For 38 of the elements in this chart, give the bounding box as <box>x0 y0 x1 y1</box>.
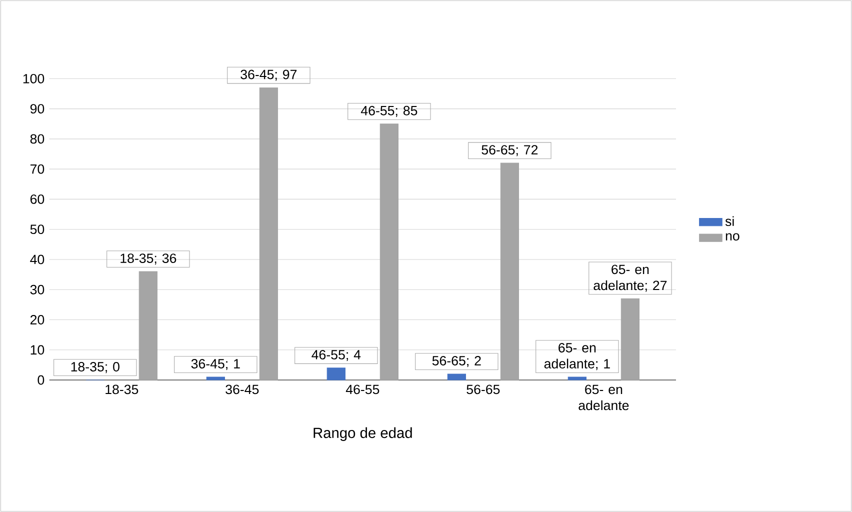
y-tick-label: 10 <box>30 345 44 355</box>
x-axis-title: Rango de edad <box>314 427 412 441</box>
legend-label: no <box>726 233 740 241</box>
x-tick-label: 65- en adelante <box>578 384 629 410</box>
x-tick-label: 46-55 <box>346 384 380 394</box>
y-tick-label: 100 <box>23 74 44 84</box>
y-tick-label: 20 <box>30 315 44 324</box>
bar <box>568 376 586 380</box>
x-tick-label: 18-35 <box>106 384 138 394</box>
x-tick-label: 56-65 <box>466 384 500 394</box>
bar <box>620 298 640 380</box>
bar <box>206 376 225 380</box>
bar <box>326 368 346 380</box>
data-label: 65- en adelante; 1 <box>544 343 610 370</box>
y-tick-label: 70 <box>30 164 44 174</box>
legend-label: si <box>725 216 734 226</box>
bar <box>500 162 520 380</box>
bar <box>138 271 158 380</box>
bar <box>259 87 278 380</box>
data-label: 18-35; 0 <box>71 362 120 374</box>
x-tick-label: 36-45 <box>226 384 259 394</box>
data-label: 36-45; 1 <box>191 359 240 370</box>
y-tick-label: 80 <box>30 134 44 144</box>
y-tick-label: 30 <box>30 284 44 294</box>
y-tick-label: 40 <box>30 254 44 264</box>
data-label: 46-55; 4 <box>312 350 361 362</box>
bar <box>380 124 398 380</box>
y-tick-label: 0 <box>38 375 44 385</box>
y-tick-label: 60 <box>30 194 44 204</box>
data-label: 56-65; 72 <box>482 145 538 156</box>
y-tick-label: 90 <box>30 104 44 114</box>
y-tick-label: 50 <box>30 224 44 234</box>
data-label: 65- en adelante; 27 <box>594 264 667 292</box>
data-label: 46-55; 85 <box>360 106 418 117</box>
data-label: 18-35; 36 <box>120 254 176 265</box>
bar <box>447 374 466 380</box>
data-label: 36-45; 97 <box>240 70 297 81</box>
data-label: 56-65; 2 <box>432 356 481 368</box>
